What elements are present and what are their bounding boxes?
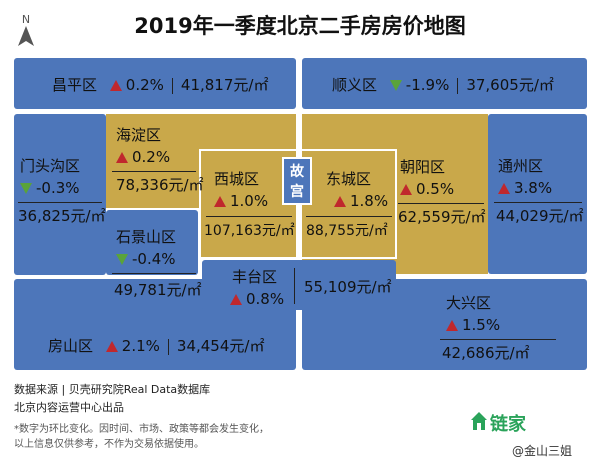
- district-chaoyang-price: 62,559元/㎡: [398, 208, 486, 226]
- district-chaoyang-change: 0.5%: [400, 180, 454, 198]
- watermark: @金山三姐: [512, 444, 573, 458]
- data-source: 数据来源 | 贝壳研究院Real Data数据库: [14, 383, 211, 396]
- district-tongzhou-change: 3.8%: [498, 179, 552, 197]
- district-name: 昌平区: [52, 76, 98, 94]
- up-triangle-icon: [105, 341, 118, 352]
- region-dongcheng: [302, 150, 398, 258]
- brand-logo: 链家: [490, 414, 526, 435]
- district-price: 34,454元/㎡: [176, 337, 265, 355]
- page-title: 2019年一季度北京二手房房价地图: [134, 14, 466, 38]
- region-changping: [14, 58, 296, 109]
- district-dongcheng-name: 东城区: [326, 170, 372, 188]
- down-triangle-icon: [20, 183, 32, 194]
- district-shijingshan-change: -0.4%: [116, 250, 176, 268]
- district-price: 41,817元/㎡: [180, 76, 269, 94]
- district-shijingshan-name: 石景山区: [116, 228, 177, 246]
- svg-text:N: N: [22, 13, 30, 26]
- region-shijingshan: [106, 210, 198, 275]
- district-haidian-price: 78,336元/㎡: [116, 176, 204, 194]
- up-triangle-icon: [334, 196, 346, 207]
- district-fangshan: 房山区 2.1% 34,454元/㎡: [48, 337, 264, 355]
- district-shunyi: 顺义区 -1.9% 37,605元/㎡: [332, 76, 554, 94]
- district-change: -1.9%: [405, 76, 450, 94]
- up-triangle-icon: [230, 294, 242, 305]
- up-triangle-icon: [116, 152, 128, 163]
- region-tongzhou: [488, 114, 587, 274]
- note-line-1: *数字为环比变化。因时间、市场、政策等都会发生变化，: [14, 424, 269, 435]
- district-name: 房山区: [48, 337, 94, 355]
- district-daxing-name: 大兴区: [446, 294, 492, 312]
- district-changping: 昌平区 0.2% 41,817元/㎡: [52, 76, 268, 94]
- district-xicheng-price: 107,163元/㎡: [204, 223, 295, 239]
- note-line-2: 以上信息仅供参考，不作为交易依据使用。: [14, 439, 204, 450]
- district-name: 顺义区: [332, 76, 378, 94]
- district-mentougou-price: 36,825元/㎡: [18, 207, 106, 225]
- district-haidian-name: 海淀区: [116, 126, 162, 144]
- up-triangle-icon: [498, 183, 510, 194]
- district-fengtai-name: 丰台区: [232, 268, 278, 286]
- up-triangle-icon: [400, 184, 412, 195]
- district-fengtai-change: 0.8%: [230, 290, 284, 308]
- district-tongzhou-name: 通州区: [498, 157, 544, 175]
- region-mentougou: [14, 114, 106, 275]
- district-dongcheng-price: 88,755元/㎡: [306, 223, 388, 239]
- down-triangle-icon: [116, 254, 128, 265]
- up-triangle-icon: [214, 196, 226, 207]
- district-price: 37,605元/㎡: [466, 76, 554, 94]
- district-xicheng-change: 1.0%: [214, 192, 268, 210]
- district-mentougou-change: -0.3%: [20, 179, 80, 197]
- district-change: 0.2%: [125, 76, 164, 94]
- district-mentougou-name: 门头沟区: [20, 157, 81, 175]
- house-icon: [471, 412, 487, 430]
- district-daxing-price: 42,686元/㎡: [442, 344, 530, 362]
- district-chaoyang-name: 朝阳区: [400, 158, 446, 176]
- up-triangle-icon: [109, 80, 122, 91]
- compass-icon: N: [18, 13, 34, 46]
- region-shunyi: [302, 58, 587, 109]
- producer: 北京内容运营中心出品: [14, 401, 124, 414]
- district-tongzhou-price: 44,029元/㎡: [496, 207, 584, 225]
- district-fengtai-price: 55,109元/㎡: [304, 278, 392, 296]
- down-triangle-icon: [389, 80, 402, 91]
- up-triangle-icon: [446, 320, 458, 331]
- district-change: 2.1%: [121, 337, 160, 355]
- region-fengtai: [202, 260, 396, 310]
- district-daxing-change: 1.5%: [446, 316, 500, 334]
- district-haidian-change: 0.2%: [116, 148, 170, 166]
- palace-label: 故宫: [282, 157, 312, 205]
- district-shijingshan-price: 49,781元/㎡: [114, 281, 202, 299]
- district-dongcheng-change: 1.8%: [334, 192, 388, 210]
- district-xicheng-name: 西城区: [214, 170, 260, 188]
